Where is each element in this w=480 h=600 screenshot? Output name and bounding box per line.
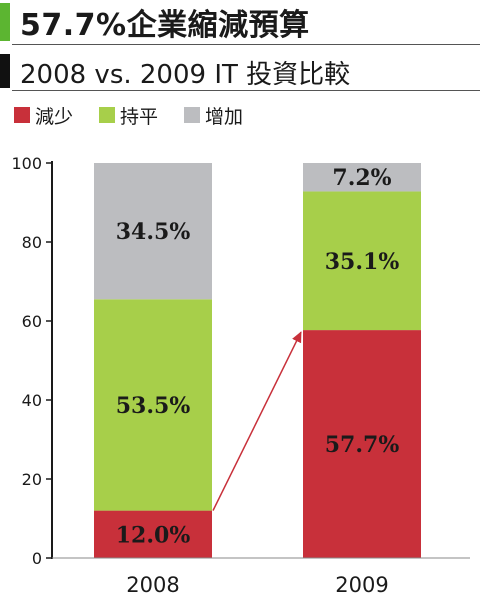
y-tick-label-80: 80: [22, 233, 42, 252]
y-tick-label-60: 60: [22, 312, 42, 331]
y-tick-label-40: 40: [22, 391, 42, 410]
bar-2009-series-0: [303, 330, 421, 558]
y-tick-label-20: 20: [22, 470, 42, 489]
chart-title: 57.7%企業縮減預算: [20, 8, 310, 43]
legend-label-increase: 增加: [205, 105, 244, 128]
data-label-2008-series-1: 53.5%: [116, 393, 191, 419]
data-label-2008-series-2: 34.5%: [116, 219, 191, 245]
legend: 減少 持平 增加: [14, 102, 269, 128]
bar-2009-series-1: [303, 191, 421, 331]
subtitle-divider: [12, 90, 480, 91]
legend-swatch-flat: [99, 107, 116, 123]
legend-item-flat: 持平: [99, 102, 158, 129]
title-accent-bar: [0, 3, 10, 41]
x-tick-label-2009: 2009: [335, 573, 388, 597]
data-label-2009-series-1: 35.1%: [325, 249, 400, 275]
legend-swatch-decrease: [14, 107, 30, 123]
title-row: 57.7%企業縮減預算: [0, 0, 480, 44]
decrease-trend-arrow: [212, 331, 302, 511]
bar-2008-series-0: [94, 510, 212, 558]
legend-label-flat: 持平: [120, 105, 159, 128]
subtitle-accent-bar: [0, 54, 10, 88]
title-divider: [12, 44, 480, 45]
legend-item-increase: 增加: [184, 102, 243, 129]
bar-2009-series-2: [303, 163, 421, 192]
x-tick-label-2008: 2008: [126, 573, 179, 597]
y-tick-label-100: 100: [11, 154, 42, 173]
bar-2008-series-1: [94, 299, 212, 511]
subtitle-row: 2008 vs. 2009 IT 投資比較: [0, 52, 480, 92]
data-label-2009-series-2: 7.2%: [332, 165, 391, 191]
y-tick-label-0: 0: [32, 549, 42, 568]
data-label-2008-series-0: 12.0%: [116, 522, 191, 548]
bar-2008-series-2: [94, 163, 212, 300]
data-label-2009-series-0: 57.7%: [325, 432, 400, 458]
chart-subtitle: 2008 vs. 2009 IT 投資比較: [20, 60, 351, 90]
legend-item-decrease: 減少: [14, 102, 73, 129]
legend-label-decrease: 減少: [35, 105, 74, 128]
legend-swatch-increase: [184, 107, 201, 123]
